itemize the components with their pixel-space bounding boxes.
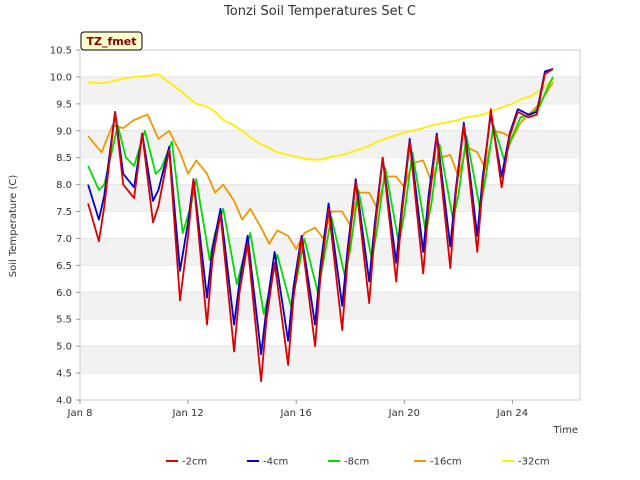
legend-label: -4cm <box>263 457 288 468</box>
legend-label: -32cm <box>518 457 550 468</box>
series-lines <box>87 67 554 383</box>
x-tick-label: Jan 24 <box>496 408 528 419</box>
legend-label: -2cm <box>182 457 207 468</box>
series-line-neg4cm <box>87 67 554 356</box>
legend-item: -4cm <box>247 457 288 468</box>
grid-band <box>80 238 580 266</box>
plot-area-border <box>79 49 581 401</box>
x-axis: Jan 8 Jan 12 Jan 16 Jan 20 Jan 24 <box>67 400 528 419</box>
x-axis-label: Time <box>553 425 578 436</box>
legend: -2cm -4cm -8cm -16cm -32cm <box>166 457 550 468</box>
y-tick-label: 6.5 <box>56 261 72 272</box>
legend-item: -32cm <box>502 457 550 468</box>
y-tick-label: 7.0 <box>56 234 72 245</box>
y-tick-label: 5.0 <box>56 342 72 353</box>
y-tick-label: 8.0 <box>56 180 72 191</box>
badge-label: TZ_fmet <box>87 35 137 48</box>
y-tick-label: 4.0 <box>56 396 72 407</box>
y-tick-label: 7.5 <box>56 207 72 218</box>
x-tick-label: Jan 8 <box>67 408 93 419</box>
x-tick-label: Jan 20 <box>388 408 420 419</box>
y-axis-label: Soil Temperature (C) <box>8 175 19 278</box>
y-tick-label: 10.0 <box>50 72 72 83</box>
x-tick-label: Jan 12 <box>171 408 203 419</box>
badge-box <box>80 31 143 51</box>
y-tick-label: 9.0 <box>56 126 72 137</box>
chart-title: Tonzi Soil Temperatures Set C <box>223 4 416 19</box>
grid-band <box>80 184 580 212</box>
y-tick-label: 10.5 <box>50 46 72 57</box>
y-axis: 4.0 4.5 5.0 5.5 6.0 6.5 7.0 7.5 8.0 8.5 9.0 9.5 10.0… <box>50 46 80 407</box>
y-tick-label: 8.5 <box>56 153 72 164</box>
legend-label: -8cm <box>344 457 369 468</box>
y-tick-label: 6.0 <box>56 288 72 299</box>
legend-item: -8cm <box>328 457 369 468</box>
badge: TZ_fmet <box>80 31 143 51</box>
grid-band <box>80 346 580 374</box>
y-tick-label: 5.5 <box>56 315 72 326</box>
legend-item: -2cm <box>166 457 207 468</box>
legend-item: -16cm <box>414 457 462 468</box>
y-tick-label: 4.5 <box>56 369 72 380</box>
series-line-neg2cm <box>87 68 554 383</box>
series-line-neg32cm <box>88 73 554 161</box>
y-tick-label: 9.5 <box>56 99 72 110</box>
grid-band <box>80 292 580 320</box>
grid-band <box>80 76 580 104</box>
legend-label: -16cm <box>430 457 462 468</box>
grid-bands <box>80 49 580 374</box>
x-tick-label: Jan 16 <box>280 408 312 419</box>
